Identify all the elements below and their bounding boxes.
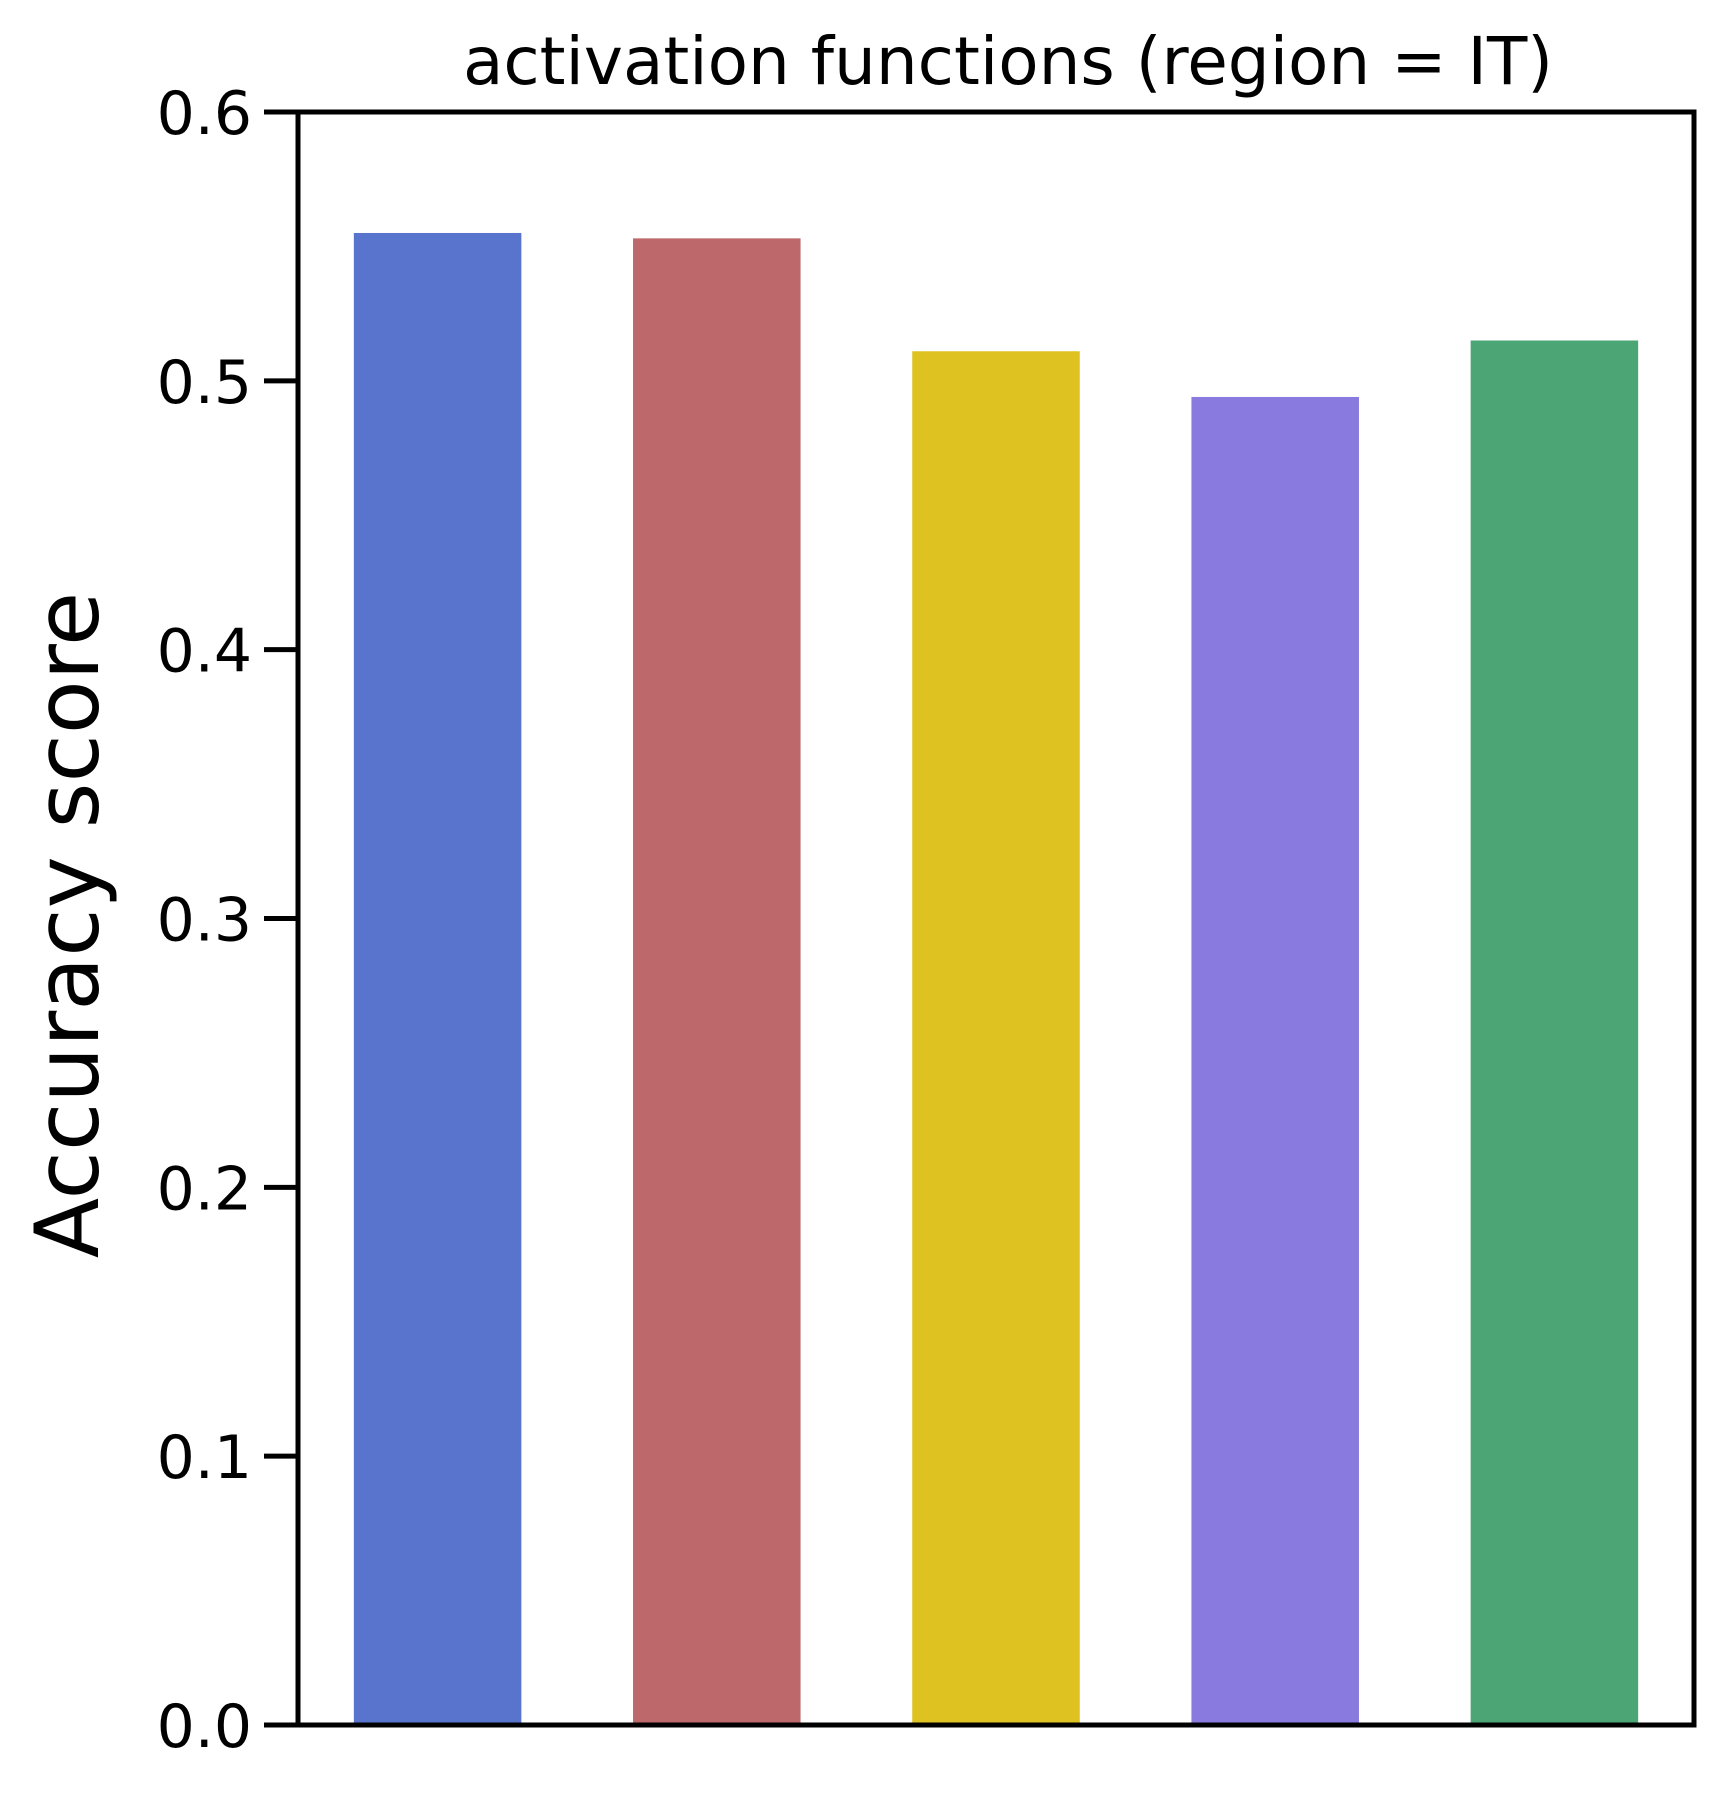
y-tick-label: 0.4	[157, 617, 252, 687]
y-axis-ticks: 0.0 0.1 0.2 0.3 0.4 0.5 0.6	[157, 79, 298, 1762]
plot-frame	[295, 109, 1697, 1728]
chart-title: activation functions (region = IT)	[463, 23, 1553, 100]
y-tick-label: 0.2	[157, 1154, 252, 1224]
bar-1	[353, 232, 522, 1726]
y-tick-label: 0.5	[157, 348, 252, 418]
bar-2	[633, 238, 801, 1725]
y-tick-label: 0.0	[157, 1692, 252, 1762]
bars-group	[353, 232, 1639, 1726]
y-tick-label: 0.6	[157, 79, 252, 149]
bar-5	[1470, 340, 1639, 1726]
y-axis-label: Accuracy score	[16, 592, 119, 1258]
bar-4	[1191, 396, 1359, 1725]
bar-3	[912, 351, 1080, 1725]
y-tick-label: 0.1	[157, 1423, 252, 1493]
y-tick-label: 0.3	[157, 886, 252, 956]
